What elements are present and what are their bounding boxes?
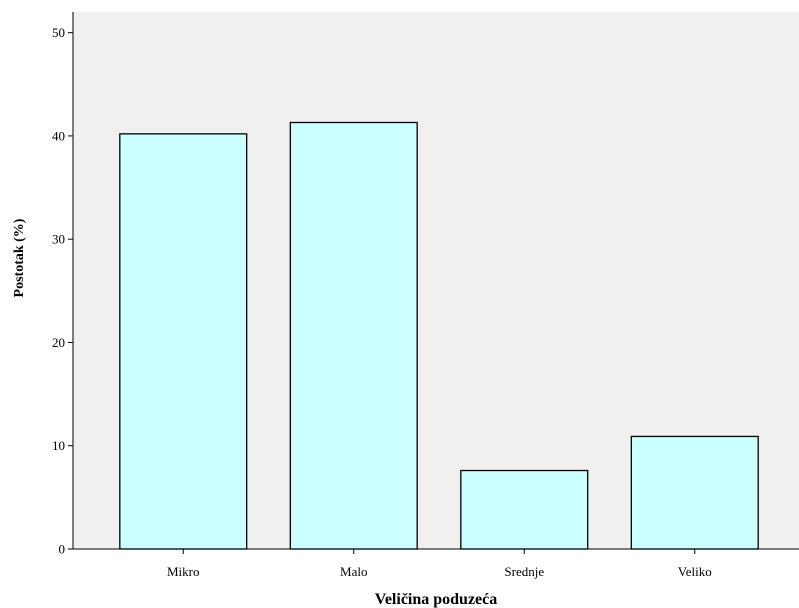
bars — [119, 121, 759, 550]
y-tick-label: 10 — [52, 438, 65, 453]
y-axis-title: Postotak (%) — [12, 218, 27, 297]
y-tick-label: 40 — [52, 128, 65, 143]
bar-srednje — [460, 469, 589, 550]
x-axis-title: Veličina poduzeća — [375, 591, 498, 608]
y-tick-label: 50 — [52, 25, 65, 40]
x-tick-label-veliko: Veliko — [678, 564, 712, 579]
y-tick-label: 30 — [52, 232, 65, 247]
y-tick-label: 20 — [52, 335, 65, 350]
x-tick-label-mikro: Mikro — [167, 564, 200, 579]
bar-veliko — [630, 435, 759, 550]
bar-malo — [289, 121, 418, 550]
x-axis-ticks: Mikro Malo Srednje Veliko — [167, 549, 712, 579]
y-tick-label: 0 — [59, 542, 66, 557]
x-tick-label-srednje: Srednje — [504, 564, 544, 579]
y-axis-ticks: 0 10 20 30 40 50 — [52, 25, 73, 557]
bar-mikro — [119, 133, 248, 550]
x-tick-label-malo: Malo — [340, 564, 367, 579]
